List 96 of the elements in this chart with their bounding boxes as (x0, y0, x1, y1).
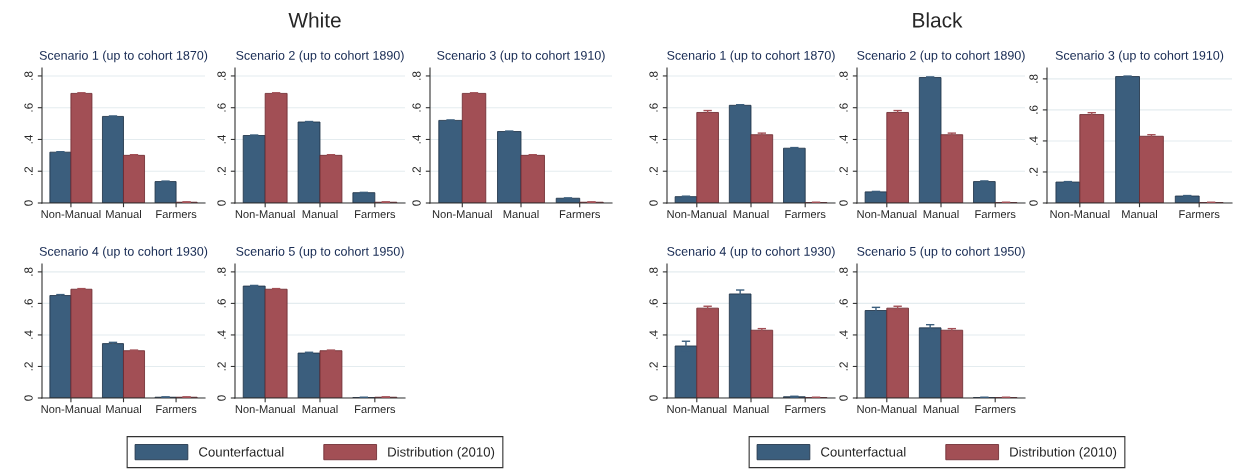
x-tick-label: Manual (106, 209, 141, 219)
x-tick-label: Manual (302, 404, 338, 414)
x-tick-label: Non-Manual (667, 209, 727, 219)
chart-title: Scenario 3 (up to cohort 1910) (1055, 50, 1224, 63)
y-tick-label: .6 (24, 299, 33, 308)
y-tick-label: 0 (24, 395, 33, 401)
y-tick-label: 0 (839, 395, 848, 401)
x-tick-label: Manual (1122, 209, 1157, 219)
x-tick-label: Manual (733, 209, 769, 219)
x-tick-label: Non-Manual (1050, 209, 1110, 219)
x-tick-label: Farmers (785, 405, 826, 414)
x-tick-label: Non-Manual (857, 209, 917, 219)
y-tick-label: .6 (839, 299, 848, 308)
x-tick-label: Farmers (156, 210, 197, 219)
y-tick-label: .6 (649, 299, 658, 308)
y-tick-label: .2 (24, 166, 33, 176)
y-tick-label: .8 (839, 71, 848, 80)
chart-title: Scenario 3 (up to cohort 1910) (437, 50, 605, 63)
y-tick-label: .2 (839, 166, 848, 176)
y-tick-label: .2 (217, 166, 226, 176)
y-tick-label: 0 (412, 200, 421, 206)
x-tick-label: Manual (503, 209, 539, 219)
y-tick-label: 0 (649, 200, 658, 206)
x-tick-label: Manual (923, 209, 959, 219)
x-tick-label: Non-Manual (432, 209, 492, 219)
y-tick-label: .8 (649, 71, 658, 80)
x-tick-label: Manual (302, 209, 338, 219)
y-tick-label: 0 (649, 395, 658, 401)
chart-title: Scenario 2 (up to cohort 1890) (236, 50, 404, 63)
x-tick-label: Farmers (559, 210, 600, 219)
legend-label: Distribution (2010) (1010, 446, 1117, 460)
y-tick-label: 0 (839, 200, 848, 206)
y-tick-label: .2 (649, 362, 658, 371)
chart-title: Scenario 2 (up to cohort 1890) (857, 50, 1025, 63)
y-tick-label: .6 (1029, 105, 1038, 114)
y-tick-label: .4 (217, 134, 226, 144)
y-tick-label: .8 (412, 71, 421, 80)
y-tick-label: .2 (24, 362, 33, 371)
y-tick-label: .8 (839, 267, 848, 276)
chart-title: Scenario 5 (up to cohort 1950) (236, 246, 404, 259)
y-tick-label: .2 (649, 166, 658, 176)
x-tick-label: Farmers (1179, 210, 1220, 219)
x-tick-label: Non-Manual (857, 404, 917, 414)
y-tick-label: .6 (649, 103, 658, 112)
x-tick-label: Farmers (785, 210, 826, 219)
y-tick-label: .6 (217, 103, 226, 112)
y-tick-label: .4 (217, 330, 226, 339)
x-tick-label: Non-Manual (235, 404, 295, 414)
y-tick-label: .6 (839, 103, 848, 112)
chart-title: Scenario 5 (up to cohort 1950) (857, 246, 1025, 259)
y-tick-label: .6 (217, 299, 226, 308)
y-tick-label: .8 (24, 267, 33, 276)
x-tick-label: Farmers (355, 210, 396, 219)
y-tick-label: .2 (1029, 167, 1038, 176)
y-tick-label: 0 (217, 395, 226, 401)
y-tick-label: .8 (217, 71, 226, 80)
y-tick-label: .8 (649, 267, 658, 276)
text: Black (913, 12, 963, 28)
x-tick-label: Manual (733, 404, 769, 414)
y-tick-label: 0 (1029, 200, 1038, 206)
y-tick-label: .4 (1029, 136, 1038, 145)
chart-title: Scenario 4 (up to cohort 1930) (667, 246, 835, 259)
x-tick-label: Farmers (975, 405, 1016, 414)
y-tick-label: 0 (217, 200, 226, 206)
y-tick-label: .2 (412, 166, 421, 176)
y-tick-label: .4 (649, 134, 658, 144)
y-tick-label: .4 (412, 134, 421, 144)
y-tick-label: .4 (839, 134, 848, 144)
y-tick-label: .8 (24, 71, 33, 80)
y-tick-label: .4 (839, 330, 848, 339)
x-tick-label: Farmers (156, 405, 197, 414)
chart-title: Scenario 4 (up to cohort 1930) (39, 246, 208, 259)
y-tick-label: .4 (24, 134, 33, 144)
x-tick-label: Non-Manual (667, 404, 727, 414)
y-tick-label: .8 (217, 267, 226, 276)
y-tick-label: .6 (412, 103, 421, 112)
x-tick-label: Non-Manual (41, 404, 101, 414)
y-tick-label: 0 (24, 200, 33, 206)
legend-label: Counterfactual (821, 446, 906, 457)
legend-label: Counterfactual (199, 446, 284, 457)
text: White (288, 12, 341, 28)
legend-label: Distribution (2010) (388, 446, 495, 460)
y-tick-label: .2 (839, 362, 848, 371)
chart-title: Scenario 1 (up to cohort 1870) (39, 50, 208, 63)
x-tick-label: Manual (106, 404, 141, 414)
y-tick-label: .2 (217, 362, 226, 371)
x-tick-label: Non-Manual (235, 209, 295, 219)
chart-title: Scenario 1 (up to cohort 1870) (667, 50, 835, 63)
y-tick-label: .4 (24, 330, 33, 339)
y-tick-label: .8 (1029, 74, 1038, 83)
x-tick-label: Farmers (975, 210, 1016, 219)
y-tick-label: .6 (24, 103, 33, 112)
x-tick-label: Manual (923, 404, 959, 414)
x-tick-label: Farmers (355, 405, 396, 414)
x-tick-label: Non-Manual (41, 209, 101, 219)
y-tick-label: .4 (649, 330, 658, 339)
